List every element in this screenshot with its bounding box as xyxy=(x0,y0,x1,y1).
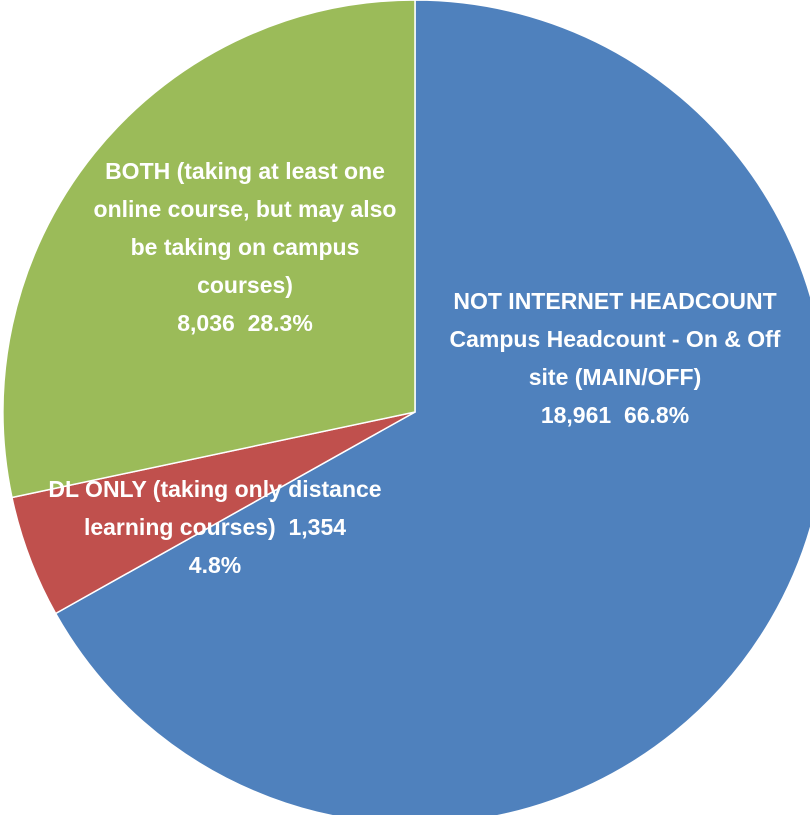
pie-slice xyxy=(2,0,416,499)
pie-slice xyxy=(54,0,810,815)
count-label: 18,961 xyxy=(540,402,612,428)
value-label: 28.3% xyxy=(247,310,313,336)
slice-label: DL ONLY (taking only distance learning c… xyxy=(20,470,410,584)
value-label: 66.8% xyxy=(623,402,690,428)
count-label: 1,354 xyxy=(288,514,347,540)
slice-label: BOTH (taking at least one online course,… xyxy=(80,152,410,342)
category-label: BOTH (taking at least one online course,… xyxy=(93,158,397,298)
slice-label: NOT INTERNET HEADCOUNT Campus Headcount … xyxy=(430,282,800,434)
value-label: 4.8% xyxy=(188,552,242,578)
count-label: 8,036 xyxy=(177,310,235,336)
category-label: NOT INTERNET HEADCOUNT Campus Headcount … xyxy=(449,288,781,390)
category-label: DL ONLY (taking only distance learning c… xyxy=(48,476,382,540)
